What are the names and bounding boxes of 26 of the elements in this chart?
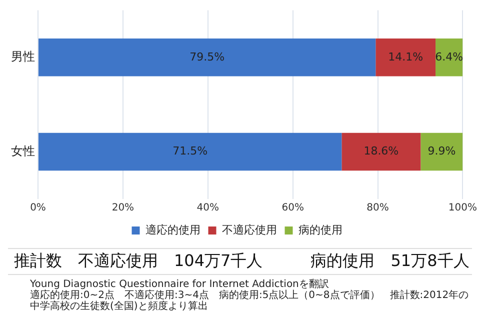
data-label: 18.6% <box>364 144 399 158</box>
text: 適応的使用:0~2点 不適応使用:3~4点 病的使用:5点以上（0~8点で評価） 推計数:2012年の中学高校の生徒数(全国)と頻度より算出 <box>30 290 470 312</box>
legend-label: 病的使用 <box>298 223 342 236</box>
data-label: 9.9% <box>428 144 456 158</box>
y-tick-label: 女性 <box>11 144 35 158</box>
x-tick-label: 100% <box>448 202 477 214</box>
data-label: 71.5% <box>172 144 208 158</box>
text: 推計数 不適応使用 104万7千人 病的使用 51万8千人 <box>8 248 472 275</box>
legend-label: 不適応使用 <box>222 223 277 236</box>
x-tick-label: 20% <box>112 202 134 214</box>
y-tick-label: 男性 <box>11 50 35 64</box>
x-tick-label: 0% <box>30 202 46 214</box>
data-label: 14.1% <box>388 50 424 64</box>
text: Young Diagnostic Questionnaire for Internet Addictionを翻訳 <box>30 279 330 290</box>
bar <box>420 132 463 171</box>
data-label: 79.5% <box>190 50 225 64</box>
bar <box>436 38 463 76</box>
x-tick-label: 60% <box>282 202 304 214</box>
x-tick-label: 80% <box>366 202 389 214</box>
bar <box>342 132 421 171</box>
bar <box>376 38 436 76</box>
x-tick-label: 40% <box>196 202 219 214</box>
bar <box>38 132 342 171</box>
legend-label: 適応的使用 <box>145 223 200 236</box>
bar <box>38 38 376 76</box>
data-label: 6.4% <box>435 50 464 64</box>
